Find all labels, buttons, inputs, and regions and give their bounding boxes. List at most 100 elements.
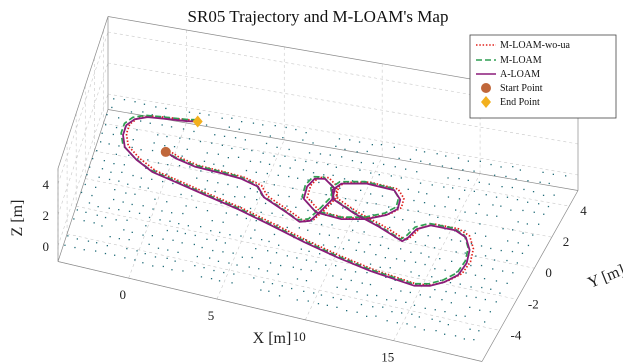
map-point <box>213 163 215 165</box>
map-point <box>139 186 141 188</box>
map-point <box>502 228 504 230</box>
legend-label-end: End Point <box>500 97 540 108</box>
map-point <box>542 171 544 173</box>
map-point <box>177 251 179 253</box>
map-point <box>340 298 342 301</box>
map-point <box>211 171 213 173</box>
map-point <box>254 229 256 231</box>
map-point <box>440 279 442 282</box>
map-point <box>410 251 412 253</box>
map-point <box>414 326 416 328</box>
map-point <box>307 229 309 231</box>
map-point <box>527 201 529 203</box>
map-point <box>169 220 171 222</box>
map-point <box>455 314 457 317</box>
map-point <box>256 199 258 201</box>
map-point <box>360 303 363 306</box>
map-point <box>527 244 530 247</box>
map-point <box>361 282 363 284</box>
map-point <box>267 250 269 252</box>
map-point <box>385 186 387 188</box>
map-point <box>359 169 361 171</box>
legend-start-marker <box>481 83 491 93</box>
map-point <box>483 278 486 280</box>
map-point <box>405 301 407 303</box>
floor-grid-line <box>393 173 481 341</box>
map-point <box>113 98 115 100</box>
map-point <box>308 152 311 154</box>
map-point <box>206 152 208 154</box>
map-point <box>458 198 461 200</box>
map-point <box>445 290 447 293</box>
map-point <box>447 324 449 326</box>
map-point <box>431 276 433 278</box>
map-point <box>180 193 182 196</box>
legend-end-marker <box>481 96 491 108</box>
map-point <box>174 260 176 262</box>
map-point <box>319 233 321 235</box>
map-point <box>280 264 282 267</box>
map-point <box>387 247 390 250</box>
map-point <box>332 296 334 299</box>
map-point <box>366 315 368 317</box>
map-point <box>227 157 229 159</box>
map-point <box>214 134 216 136</box>
back-wall-grid-line <box>107 93 579 176</box>
map-point <box>179 137 181 139</box>
map-point <box>210 230 212 232</box>
map-point <box>118 117 120 119</box>
map-point <box>151 149 154 152</box>
map-point <box>73 218 75 220</box>
floor-grid-line <box>103 123 570 207</box>
map-point <box>390 175 392 177</box>
map-point <box>115 153 117 155</box>
map-point <box>496 215 498 217</box>
map-point <box>451 260 453 262</box>
trajectory-a-loam <box>122 116 471 287</box>
map-point <box>88 202 91 204</box>
map-point <box>502 270 504 272</box>
map-point <box>305 280 308 282</box>
map-point <box>423 329 425 331</box>
map-point <box>316 162 318 164</box>
map-point <box>140 177 142 179</box>
map-point <box>506 196 509 198</box>
map-point <box>478 330 480 332</box>
map-point <box>454 335 457 337</box>
map-point <box>400 290 402 292</box>
map-point <box>134 259 136 261</box>
map-point <box>223 271 225 274</box>
map-point <box>286 205 288 207</box>
map-point <box>259 131 261 134</box>
map-point <box>458 178 460 180</box>
map-point <box>104 216 107 219</box>
map-point <box>369 283 372 286</box>
map-point <box>288 148 290 151</box>
map-point <box>89 166 91 168</box>
map-point <box>372 162 374 164</box>
map-point <box>140 149 142 151</box>
z-tick-label: 2 <box>43 208 50 223</box>
map-point <box>366 294 369 296</box>
map-point <box>110 171 112 173</box>
map-point <box>228 262 230 264</box>
map-point <box>312 142 314 144</box>
map-point <box>294 159 296 161</box>
map-point <box>232 252 234 254</box>
map-point <box>209 257 211 259</box>
map-point <box>275 252 278 254</box>
map-point <box>253 277 255 279</box>
map-point <box>145 167 147 169</box>
map-point <box>185 205 187 207</box>
map-point <box>312 172 315 174</box>
map-point <box>320 223 323 226</box>
map-point <box>464 315 466 317</box>
map-point <box>501 186 503 188</box>
map-point <box>296 257 298 259</box>
map-point <box>217 153 219 155</box>
map-point <box>173 146 176 148</box>
map-point <box>106 245 108 247</box>
map-point <box>115 126 118 129</box>
map-point <box>203 267 205 269</box>
